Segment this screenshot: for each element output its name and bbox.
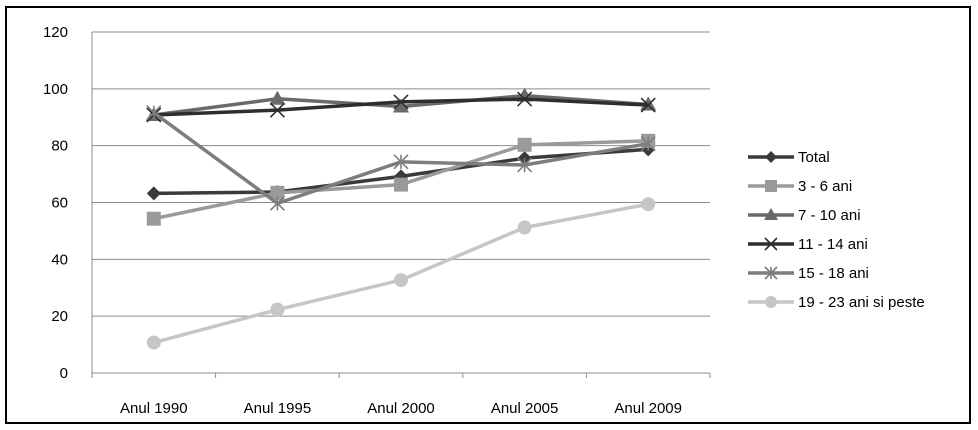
legend-label: 19 - 23 ani si peste: [798, 294, 925, 311]
data-point: [393, 154, 409, 170]
data-point: [764, 208, 778, 220]
legend-item-0: Total: [748, 149, 830, 166]
series-4: [146, 105, 656, 211]
data-point: [765, 296, 777, 308]
legend-item-5: 19 - 23 ani si peste: [748, 294, 925, 311]
y-tick-label: 0: [60, 365, 68, 382]
series-layer: [145, 87, 657, 350]
series-1: [146, 133, 656, 226]
data-point: [269, 90, 286, 105]
data-point: [641, 197, 656, 212]
data-point: [393, 98, 409, 113]
legend-label: 7 - 10 ani: [798, 207, 861, 224]
x-tick-label: Anul 2005: [491, 400, 559, 417]
y-tick-label: 80: [51, 138, 68, 155]
legend-item-1: 3 - 6 ani: [748, 178, 852, 195]
data-point: [146, 105, 162, 121]
data-point: [394, 177, 408, 192]
data-point: [146, 186, 161, 201]
series-0: [146, 142, 656, 201]
y-tick-label: 20: [51, 308, 68, 325]
legend-label: Total: [798, 149, 830, 166]
legend-item-2: 7 - 10 ani: [748, 207, 861, 224]
data-point: [269, 102, 285, 118]
data-point: [765, 180, 777, 192]
data-point: [517, 137, 532, 152]
legend-label: 11 - 14 ani: [798, 236, 868, 253]
legend: Total 3 - 6 ani 7 - 10 ani 11 - 14 ani 15 - …: [748, 149, 925, 311]
grid-layer: [92, 31, 710, 317]
data-point: [764, 237, 778, 251]
data-point: [764, 266, 778, 280]
x-tick-label: Anul 2000: [367, 400, 435, 417]
axis-layer: 0 20 40 60 80 100 120 Anul 1990 Anul 1995 Anul 20…: [43, 24, 711, 417]
legend-label: 3 - 6 ani: [798, 178, 852, 195]
y-tick-label: 100: [43, 81, 68, 98]
x-tick-label: Anul 1990: [120, 400, 188, 417]
data-point: [640, 136, 656, 152]
data-point: [270, 302, 285, 317]
data-point: [393, 94, 409, 110]
legend-item-3: 11 - 14 ani: [748, 236, 868, 253]
data-point: [146, 335, 161, 350]
legend-label: 15 - 18 ani: [798, 265, 869, 282]
data-point: [270, 185, 285, 200]
data-point: [640, 97, 656, 113]
y-tick-label: 60: [51, 195, 68, 212]
x-tick-label: Anul 2009: [614, 400, 682, 417]
data-point: [517, 220, 532, 235]
y-tick-label: 40: [51, 251, 68, 268]
x-tick-label: Anul 1995: [244, 400, 312, 417]
series-5: [146, 197, 656, 350]
data-point: [765, 151, 777, 163]
legend-item-4: 15 - 18 ani: [748, 265, 869, 282]
data-point: [517, 157, 533, 173]
data-point: [394, 273, 408, 288]
data-point: [269, 195, 285, 211]
data-point: [146, 211, 161, 226]
series-2: [145, 87, 657, 121]
y-tick-label: 120: [43, 24, 68, 41]
data-point: [517, 91, 533, 107]
